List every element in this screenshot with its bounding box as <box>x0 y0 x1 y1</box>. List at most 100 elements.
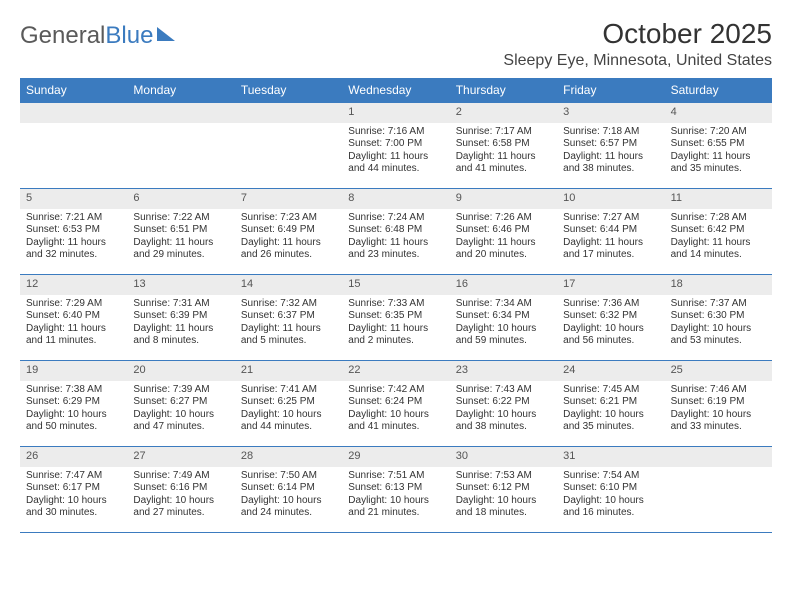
daylight-line: Daylight: 11 hours and 23 minutes. <box>348 237 443 262</box>
sunrise-line: Sunrise: 7:34 AM <box>456 298 551 311</box>
weekday-label: Sunday <box>20 78 127 102</box>
sunset-line: Sunset: 6:42 PM <box>671 224 766 237</box>
sunset-line: Sunset: 6:10 PM <box>563 482 658 495</box>
day-number-empty <box>235 103 342 123</box>
sunrise-line: Sunrise: 7:42 AM <box>348 384 443 397</box>
day-details: Sunrise: 7:46 AMSunset: 6:19 PMDaylight:… <box>665 381 772 438</box>
sunrise-line: Sunrise: 7:21 AM <box>26 212 121 225</box>
day-number: 19 <box>20 361 127 381</box>
day-number: 6 <box>127 189 234 209</box>
day-details: Sunrise: 7:49 AMSunset: 6:16 PMDaylight:… <box>127 467 234 524</box>
day-number: 26 <box>20 447 127 467</box>
daylight-line: Daylight: 10 hours and 47 minutes. <box>133 409 228 434</box>
day-number: 11 <box>665 189 772 209</box>
sunset-line: Sunset: 6:46 PM <box>456 224 551 237</box>
sunset-line: Sunset: 6:40 PM <box>26 310 121 323</box>
sunrise-line: Sunrise: 7:33 AM <box>348 298 443 311</box>
sunset-line: Sunset: 6:19 PM <box>671 396 766 409</box>
sunrise-line: Sunrise: 7:41 AM <box>241 384 336 397</box>
day-details: Sunrise: 7:50 AMSunset: 6:14 PMDaylight:… <box>235 467 342 524</box>
daylight-line: Daylight: 11 hours and 38 minutes. <box>563 151 658 176</box>
day-number: 7 <box>235 189 342 209</box>
day-details: Sunrise: 7:23 AMSunset: 6:49 PMDaylight:… <box>235 209 342 266</box>
calendar-cell: 17Sunrise: 7:36 AMSunset: 6:32 PMDayligh… <box>557 274 664 360</box>
calendar-cell: 30Sunrise: 7:53 AMSunset: 6:12 PMDayligh… <box>450 446 557 532</box>
day-number: 5 <box>20 189 127 209</box>
daylight-line: Daylight: 11 hours and 5 minutes. <box>241 323 336 348</box>
sunrise-line: Sunrise: 7:53 AM <box>456 470 551 483</box>
day-details: Sunrise: 7:43 AMSunset: 6:22 PMDaylight:… <box>450 381 557 438</box>
month-title: October 2025 <box>503 18 772 50</box>
calendar-cell <box>665 446 772 532</box>
sunset-line: Sunset: 6:24 PM <box>348 396 443 409</box>
day-number: 2 <box>450 103 557 123</box>
sunrise-line: Sunrise: 7:31 AM <box>133 298 228 311</box>
sunset-line: Sunset: 6:25 PM <box>241 396 336 409</box>
day-number-empty <box>665 447 772 467</box>
daylight-line: Daylight: 10 hours and 50 minutes. <box>26 409 121 434</box>
day-number: 20 <box>127 361 234 381</box>
sunset-line: Sunset: 6:44 PM <box>563 224 658 237</box>
daylight-line: Daylight: 11 hours and 14 minutes. <box>671 237 766 262</box>
day-number: 12 <box>20 275 127 295</box>
logo-text-1: General <box>20 22 105 50</box>
daylight-line: Daylight: 11 hours and 2 minutes. <box>348 323 443 348</box>
sunset-line: Sunset: 6:17 PM <box>26 482 121 495</box>
day-number: 21 <box>235 361 342 381</box>
calendar-page: GeneralBlue October 2025 Sleepy Eye, Min… <box>0 0 792 543</box>
day-number: 4 <box>665 103 772 123</box>
day-number: 31 <box>557 447 664 467</box>
sunset-line: Sunset: 6:27 PM <box>133 396 228 409</box>
sunset-line: Sunset: 6:12 PM <box>456 482 551 495</box>
sunrise-line: Sunrise: 7:28 AM <box>671 212 766 225</box>
sunset-line: Sunset: 6:29 PM <box>26 396 121 409</box>
calendar-cell: 2Sunrise: 7:17 AMSunset: 6:58 PMDaylight… <box>450 102 557 188</box>
calendar-cell: 27Sunrise: 7:49 AMSunset: 6:16 PMDayligh… <box>127 446 234 532</box>
day-number: 28 <box>235 447 342 467</box>
day-details: Sunrise: 7:51 AMSunset: 6:13 PMDaylight:… <box>342 467 449 524</box>
day-details: Sunrise: 7:41 AMSunset: 6:25 PMDaylight:… <box>235 381 342 438</box>
calendar-cell: 13Sunrise: 7:31 AMSunset: 6:39 PMDayligh… <box>127 274 234 360</box>
weekday-label: Wednesday <box>342 78 449 102</box>
day-details: Sunrise: 7:32 AMSunset: 6:37 PMDaylight:… <box>235 295 342 352</box>
day-details: Sunrise: 7:20 AMSunset: 6:55 PMDaylight:… <box>665 123 772 180</box>
day-number: 15 <box>342 275 449 295</box>
weekday-label: Friday <box>557 78 664 102</box>
day-number: 27 <box>127 447 234 467</box>
day-details: Sunrise: 7:39 AMSunset: 6:27 PMDaylight:… <box>127 381 234 438</box>
sunset-line: Sunset: 6:14 PM <box>241 482 336 495</box>
calendar-cell: 29Sunrise: 7:51 AMSunset: 6:13 PMDayligh… <box>342 446 449 532</box>
day-number: 14 <box>235 275 342 295</box>
calendar-cell: 22Sunrise: 7:42 AMSunset: 6:24 PMDayligh… <box>342 360 449 446</box>
daylight-line: Daylight: 10 hours and 30 minutes. <box>26 495 121 520</box>
day-details: Sunrise: 7:16 AMSunset: 7:00 PMDaylight:… <box>342 123 449 180</box>
sunrise-line: Sunrise: 7:51 AM <box>348 470 443 483</box>
day-details: Sunrise: 7:36 AMSunset: 6:32 PMDaylight:… <box>557 295 664 352</box>
sunset-line: Sunset: 6:58 PM <box>456 138 551 151</box>
title-block: October 2025 Sleepy Eye, Minnesota, Unit… <box>503 18 772 70</box>
sunset-line: Sunset: 6:49 PM <box>241 224 336 237</box>
sunrise-line: Sunrise: 7:27 AM <box>563 212 658 225</box>
calendar-cell: 28Sunrise: 7:50 AMSunset: 6:14 PMDayligh… <box>235 446 342 532</box>
weekday-label: Thursday <box>450 78 557 102</box>
sunset-line: Sunset: 6:57 PM <box>563 138 658 151</box>
day-details: Sunrise: 7:37 AMSunset: 6:30 PMDaylight:… <box>665 295 772 352</box>
daylight-line: Daylight: 11 hours and 8 minutes. <box>133 323 228 348</box>
calendar-cell: 26Sunrise: 7:47 AMSunset: 6:17 PMDayligh… <box>20 446 127 532</box>
day-number-empty <box>20 103 127 123</box>
day-details: Sunrise: 7:24 AMSunset: 6:48 PMDaylight:… <box>342 209 449 266</box>
sunset-line: Sunset: 6:53 PM <box>26 224 121 237</box>
day-number: 25 <box>665 361 772 381</box>
day-details: Sunrise: 7:28 AMSunset: 6:42 PMDaylight:… <box>665 209 772 266</box>
day-number: 1 <box>342 103 449 123</box>
day-details: Sunrise: 7:33 AMSunset: 6:35 PMDaylight:… <box>342 295 449 352</box>
daylight-line: Daylight: 10 hours and 24 minutes. <box>241 495 336 520</box>
calendar-cell <box>20 102 127 188</box>
day-details: Sunrise: 7:26 AMSunset: 6:46 PMDaylight:… <box>450 209 557 266</box>
weekday-label: Monday <box>127 78 234 102</box>
sunset-line: Sunset: 6:21 PM <box>563 396 658 409</box>
calendar-cell: 3Sunrise: 7:18 AMSunset: 6:57 PMDaylight… <box>557 102 664 188</box>
daylight-line: Daylight: 10 hours and 38 minutes. <box>456 409 551 434</box>
day-details: Sunrise: 7:34 AMSunset: 6:34 PMDaylight:… <box>450 295 557 352</box>
sunset-line: Sunset: 6:55 PM <box>671 138 766 151</box>
